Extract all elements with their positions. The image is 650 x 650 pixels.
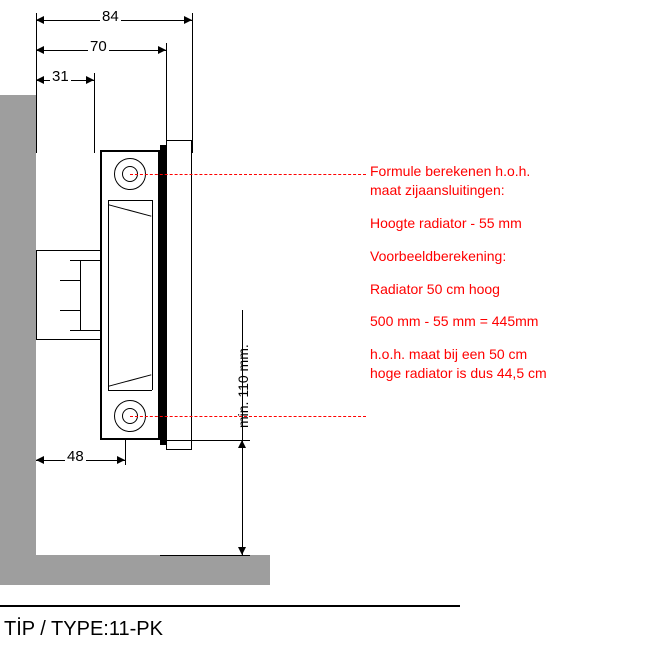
dim-extension [160,440,250,441]
arrow-icon [158,46,166,54]
radiator-front-panel [166,140,192,450]
annot-line6: 500 mm - 55 mm = 445mm [370,312,547,331]
annotation-block: Formule berekenen h.o.h. maat zijaanslui… [370,162,547,383]
panel-line [160,145,166,445]
annot-line3: Hoogte radiator - 55 mm [370,214,547,233]
bracket-detail [60,310,80,311]
arrow-icon [238,547,246,555]
section-line [152,200,153,390]
dim-70: 70 [88,38,109,55]
dim-31: 31 [50,68,71,85]
dim-extension [166,43,167,153]
dim-84: 84 [100,8,121,25]
leader-line-top [130,174,366,175]
section-line [108,200,152,201]
annot-line1: Formule berekenen h.o.h. [370,162,547,181]
dim-48: 48 [65,448,86,465]
dim-extension [192,13,193,153]
arrow-icon [184,16,192,24]
dim-extension [94,73,95,153]
dim-extension [160,555,250,556]
bracket-detail [70,260,100,261]
annot-line8: hoge radiator is dus 44,5 cm [370,364,547,383]
dim-extension [125,440,126,465]
leader-line-bottom [130,416,366,417]
annot-line4: Voorbeeldberekening: [370,247,547,266]
bracket-detail [60,280,80,281]
arrow-icon [238,440,246,448]
floor [0,555,270,585]
arrow-icon [117,456,125,464]
section-line [108,200,109,390]
bracket-detail [80,260,81,330]
arrow-icon [36,76,44,84]
arrow-icon [36,16,44,24]
radiator-body [100,150,160,440]
arrow-icon [36,456,44,464]
arrow-icon [86,76,94,84]
annot-line7: h.o.h. maat bij een 50 cm [370,345,547,364]
wall-bracket [36,250,100,340]
annot-line5: Radiator 50 cm hoog [370,280,547,299]
annot-line2: maat zijaansluitingen: [370,181,547,200]
type-label: TİP / TYPE:11-PK [4,618,163,641]
bracket-detail [70,330,100,331]
section-line [108,390,152,391]
wall-vertical [0,95,36,555]
baseline [0,605,460,607]
arrow-icon [36,46,44,54]
